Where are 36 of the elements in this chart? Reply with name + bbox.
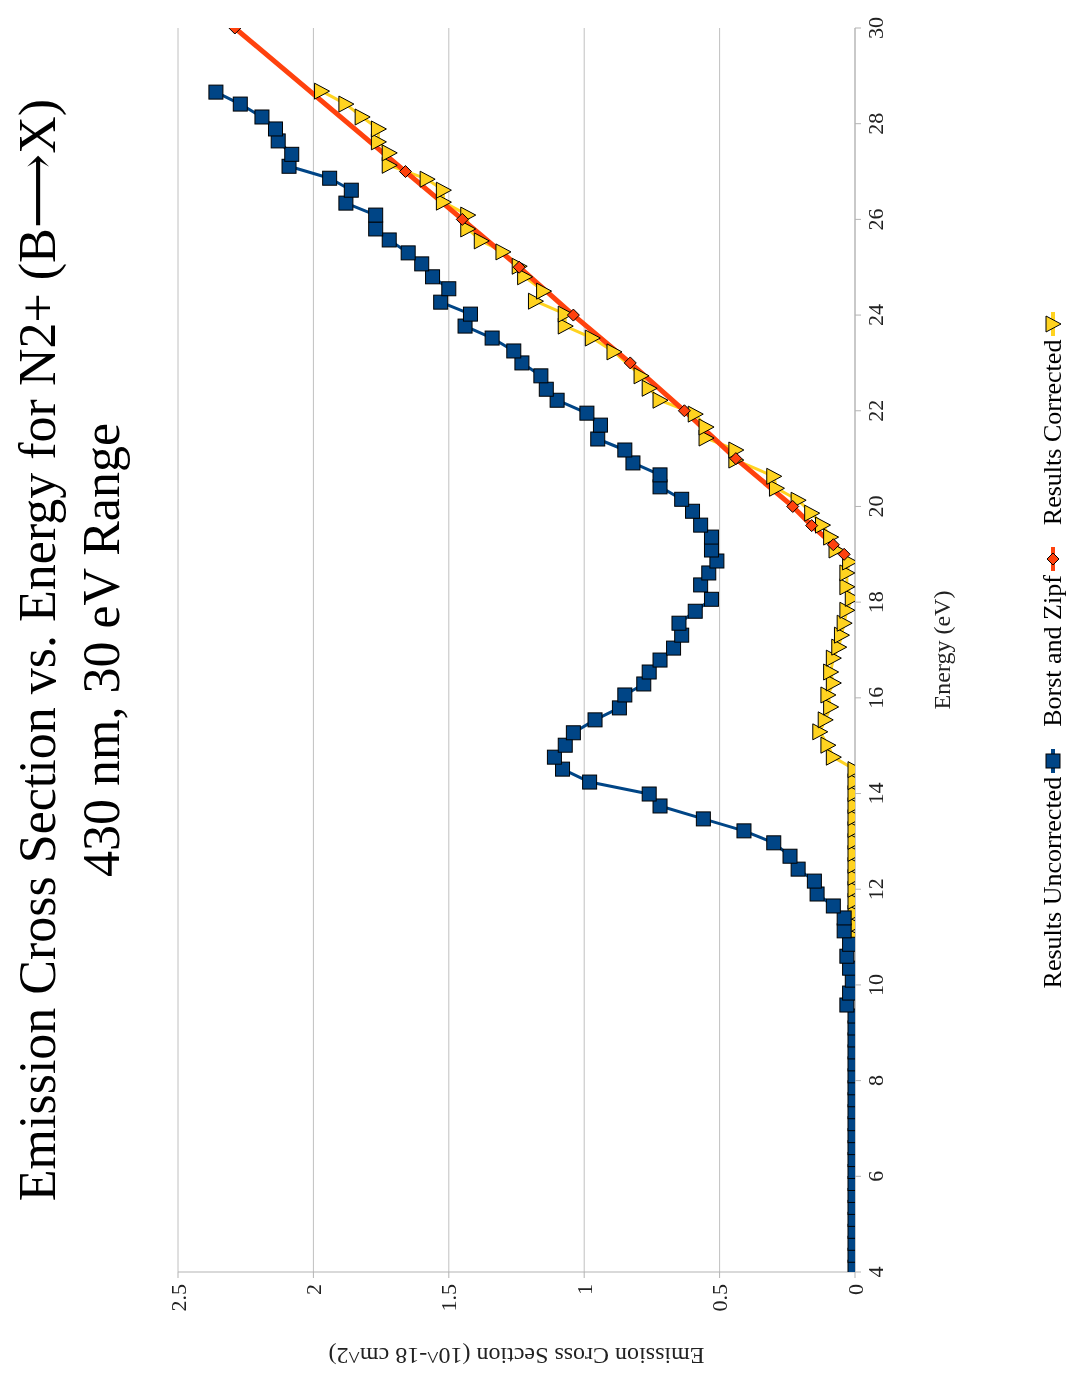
y-tick-label: 26: [863, 208, 888, 231]
x-tick-label: 1: [571, 1284, 597, 1295]
x-axis-title: Emission Cross Section (10^-18 cm^2): [328, 1343, 705, 1369]
x-tick-label: 0: [842, 1284, 868, 1295]
point: [623, 356, 637, 370]
y-tick-label: 6: [863, 1170, 888, 1182]
point: [786, 499, 800, 513]
legend-label: Results Corrected: [1038, 339, 1068, 526]
y-tick-label: 14: [863, 782, 888, 805]
y-tick-label: 20: [863, 495, 888, 518]
y-tick-label: 12: [863, 878, 888, 901]
text: Emission Cross Section vs. Energy for N2+ (B⟶X): [8, 97, 67, 1204]
point: [826, 538, 840, 552]
y-tick-label: 4: [863, 1266, 888, 1278]
legend-label: Results Uncorrected: [1038, 776, 1068, 989]
y-tick-label: 18: [863, 591, 888, 614]
y-tick-label: 28: [863, 112, 888, 135]
y-tick-label: 16: [863, 686, 888, 709]
point: [677, 404, 691, 418]
legend-label: Borst and Zipf: [1038, 575, 1068, 727]
x-tick-label: 1.5: [436, 1284, 462, 1312]
y-tick-label: 30: [863, 17, 888, 39]
point: [566, 308, 580, 322]
text: 430 nm, 30 eV Range: [72, 422, 131, 879]
point: [837, 547, 851, 561]
x-tick-label: 0.5: [707, 1284, 733, 1312]
point: [398, 165, 412, 179]
point: [805, 519, 819, 533]
y-tick-label: 24: [863, 304, 888, 327]
y-tick-label: 10: [863, 973, 888, 996]
y-tick-label: 22: [863, 399, 888, 422]
x-tick-label: 2: [300, 1284, 326, 1295]
x-tick-label: 2.5: [165, 1284, 191, 1312]
point: [455, 212, 469, 226]
y-tick-label: 8: [863, 1075, 888, 1087]
y-axis-title: Energy (eV): [928, 590, 955, 710]
